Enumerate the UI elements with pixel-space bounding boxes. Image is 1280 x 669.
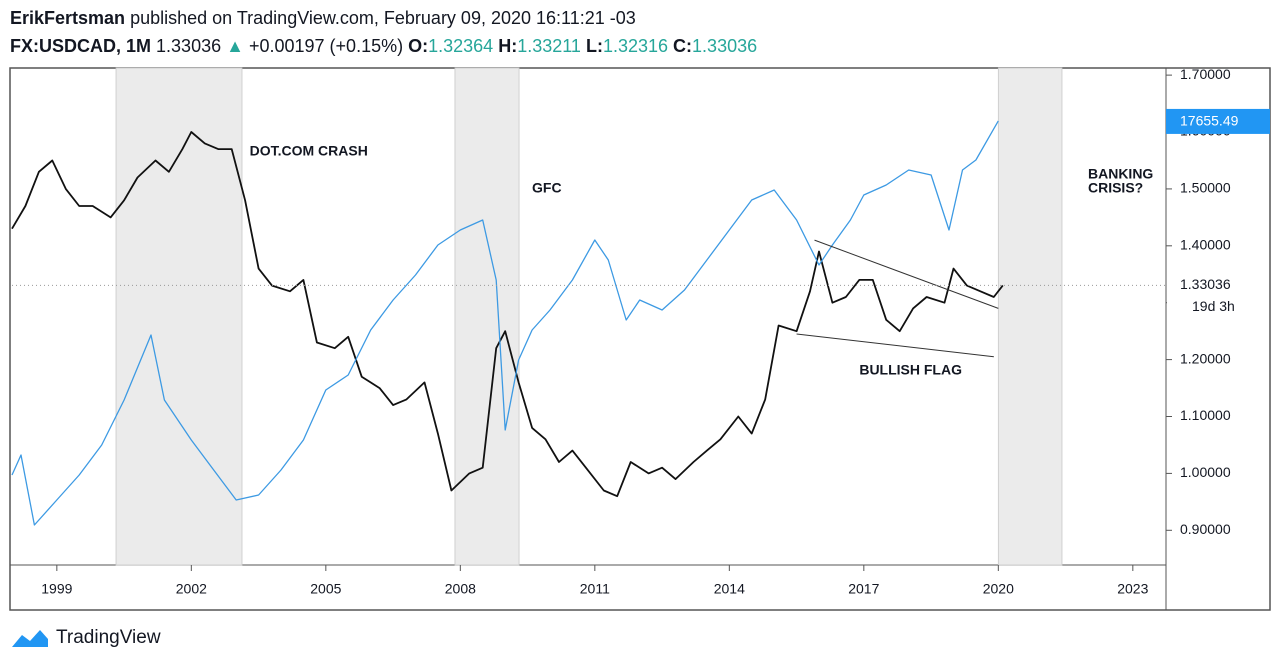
price-tag-label: 1.33036 [1180,276,1231,292]
x-tick-label: 2020 [983,581,1014,597]
x-tick-label: 2023 [1117,581,1148,597]
y-tick-label: 1.00000 [1180,464,1231,480]
y-tick-label: 0.90000 [1180,521,1231,537]
x-tick-label: 2014 [714,581,745,597]
header-line: ErikFertsman published on TradingView.co… [10,8,636,29]
published: published on TradingView.com, February 0… [130,8,636,28]
y-tick-label: 1.40000 [1180,237,1231,253]
x-tick-label: 2002 [176,581,207,597]
y-tick-label: 1.10000 [1180,407,1231,423]
price-tag [1167,273,1267,318]
annotation: CRISIS? [1088,180,1143,196]
author: ErikFertsman [10,8,126,28]
series-tag-label: 17655.49 [1180,113,1239,129]
ohlc-label: C: [673,36,693,56]
ohlc-value: 1.32316 [602,36,669,56]
symbol-line: FX:USDCAD, 1M 1.33036 ▲ +0.00197 (+0.15%… [10,36,757,57]
x-tick-label: 2008 [445,581,476,597]
annotation: GFC [532,180,562,196]
series-tag [1166,108,1270,134]
shaded-range [115,67,243,566]
price: 1.33036 [156,36,222,56]
shaded-range [454,67,520,566]
x-tick-label: 2005 [310,581,341,597]
change: +0.00197 (+0.15%) [248,36,404,56]
x-tick-label: 1999 [41,581,72,597]
up-arrow: ▲ [226,36,244,56]
annotation: BANKING [1088,165,1153,181]
chart: 1.700001.600001.500001.400001.300001.200… [9,66,1271,611]
y-tick-label: 1.50000 [1180,180,1231,196]
ohlc: O:1.32364 H:1.33211 L:1.32316 C:1.33036 [403,36,757,56]
ohlc-value: 1.33036 [692,36,758,56]
ohlc-value: 1.32364 [428,36,494,56]
countdown: 19d 3h [1192,298,1235,314]
series-line [11,131,1004,498]
ohlc-label: H: [498,36,518,56]
trendline [814,239,999,309]
ohlc-label: O: [408,36,429,56]
ohlc-value: 1.33211 [517,36,581,56]
logo [12,630,48,647]
annotation: BULLISH FLAG [859,362,962,378]
brand: TradingView [56,627,161,648]
ohlc-label: L: [585,36,603,56]
frame [9,67,1271,611]
trendline [796,333,994,358]
symbol: FX:USDCAD, 1M [10,36,152,56]
x-tick-label: 2011 [580,581,610,597]
annotation: DOT.COM CRASH [250,143,368,159]
y-tick-label: 1.70000 [1180,66,1231,82]
series-line [11,120,999,526]
footer: TradingView [10,627,161,649]
shaded-range [997,67,1063,566]
y-tick-label: 1.20000 [1180,350,1231,366]
x-tick-label: 2017 [848,581,879,597]
